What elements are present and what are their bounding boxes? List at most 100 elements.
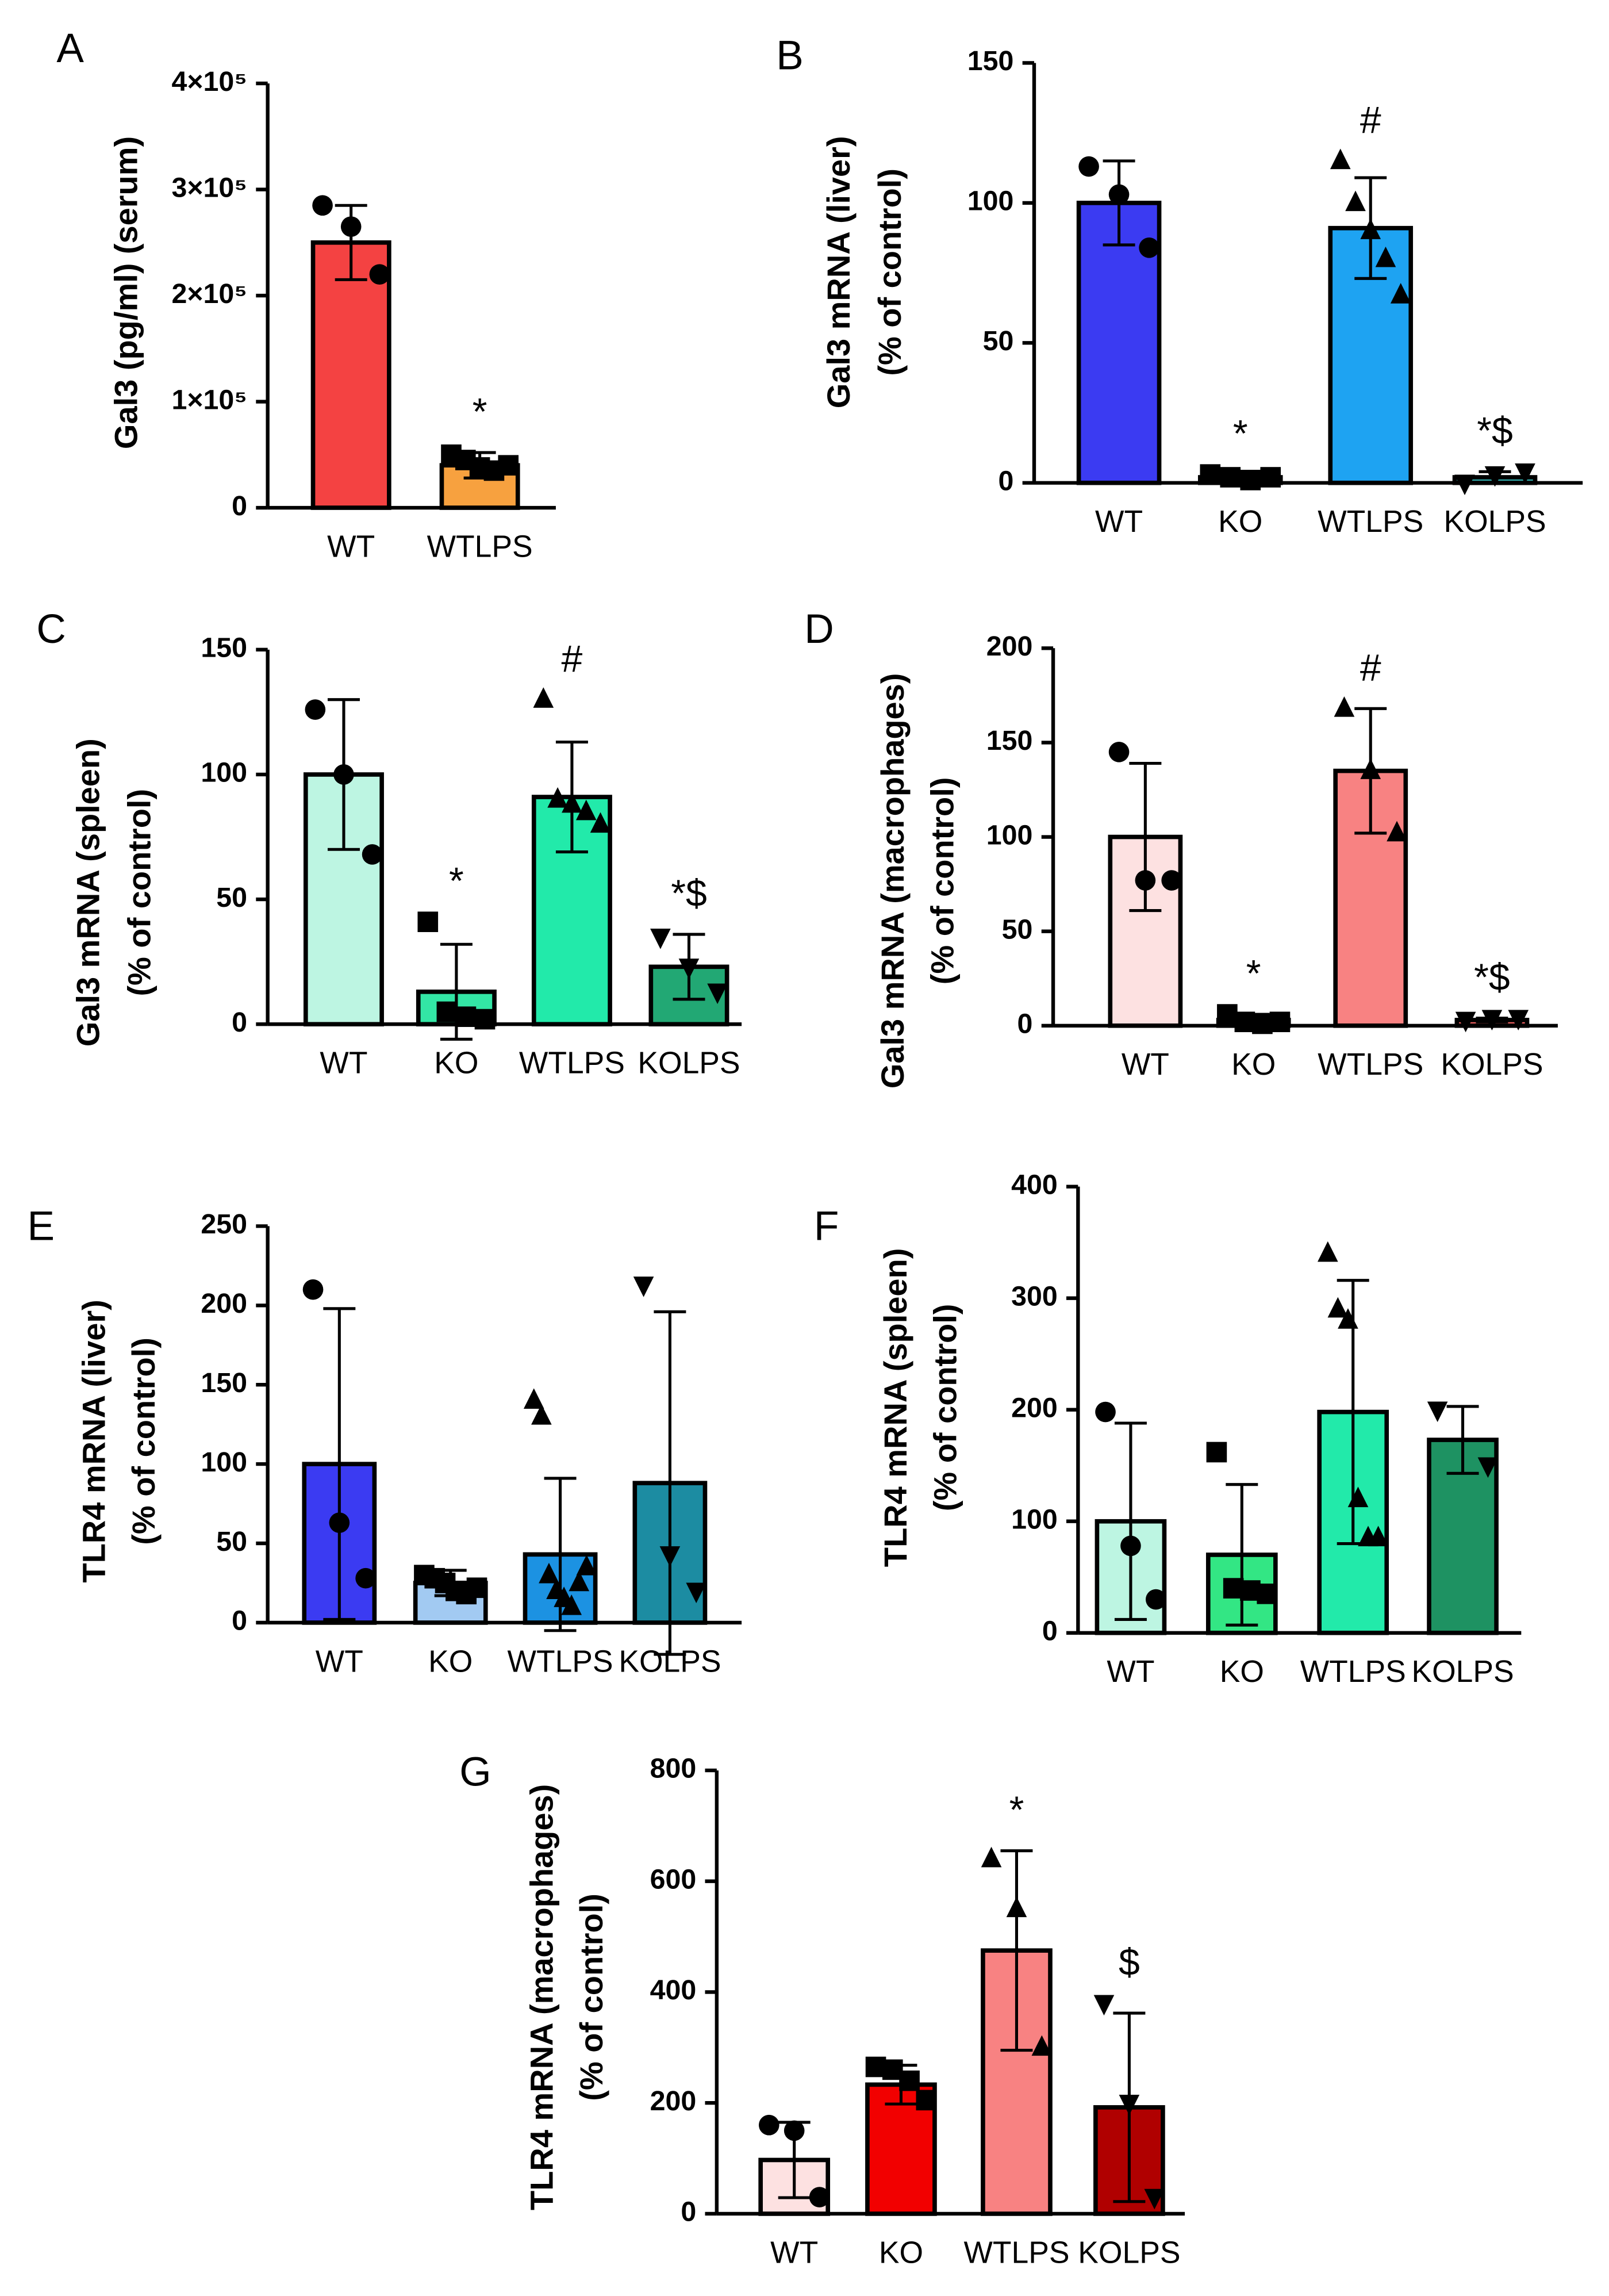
data-point xyxy=(1206,1442,1227,1463)
data-point xyxy=(1345,190,1366,212)
data-point xyxy=(1454,474,1475,496)
data-point xyxy=(362,844,383,865)
x-tick-label: KO xyxy=(428,1645,473,1678)
x-tick-label: KOLPS xyxy=(1443,505,1546,539)
data-point xyxy=(1139,237,1159,258)
y-tick-label: 100 xyxy=(986,819,1033,850)
data-point xyxy=(1161,870,1182,891)
x-tick-label: WTLPS xyxy=(1300,1655,1406,1689)
data-point xyxy=(1360,219,1381,239)
x-tick-label: WTLPS xyxy=(1318,505,1423,539)
data-point xyxy=(590,812,611,833)
x-tick-label: WT xyxy=(327,530,375,564)
data-point xyxy=(1217,1004,1238,1025)
panel: G TLR4 mRNA (macrophages) (% of control) 0 2… xyxy=(459,1749,1185,2270)
data-point xyxy=(1120,1535,1141,1557)
data-point xyxy=(340,216,362,237)
y-tick-label: 600 xyxy=(650,1864,697,1895)
panel: B Gal3 mRNA (liver) (% of control) 0 50 100 15… xyxy=(776,33,1583,539)
data-point xyxy=(899,2070,920,2091)
error-bar xyxy=(323,1307,356,1621)
data-point xyxy=(1108,184,1130,205)
data-point xyxy=(1234,1011,1255,1033)
y-axis-label: (% of control) xyxy=(871,168,908,376)
data-point xyxy=(562,792,582,813)
y-axis-label: TLR4 mRNA (liver) xyxy=(76,1300,112,1582)
x-tick-label: WTLPS xyxy=(963,2236,1069,2270)
data-point xyxy=(576,1555,597,1576)
data-point xyxy=(1484,466,1506,487)
x-tick-label: WTLPS xyxy=(508,1645,613,1678)
data-point xyxy=(659,1546,681,1567)
panel-letter: B xyxy=(776,33,804,79)
y-tick-label: 100 xyxy=(967,186,1014,217)
error-bar xyxy=(1114,1421,1147,1622)
data-point xyxy=(312,195,333,216)
y-tick-label: 150 xyxy=(201,1367,247,1398)
y-tick-label: 0 xyxy=(681,2197,696,2228)
data-point xyxy=(1387,821,1407,842)
data-point xyxy=(1455,1011,1476,1033)
data-point xyxy=(1334,696,1355,717)
x-tick-label: KO xyxy=(879,2236,923,2270)
data-point xyxy=(678,959,700,979)
x-tick-label: WT xyxy=(1095,505,1143,539)
annotation: # xyxy=(1360,647,1381,689)
data-point xyxy=(539,1562,559,1584)
annotation: *$ xyxy=(1474,956,1510,999)
y-tick-label: 200 xyxy=(201,1288,247,1319)
data-point xyxy=(547,787,568,808)
data-point xyxy=(1347,1486,1369,1508)
y-tick-label: 200 xyxy=(986,631,1033,662)
data-point xyxy=(1135,870,1156,891)
data-point xyxy=(1390,283,1411,304)
data-point xyxy=(1477,1457,1499,1478)
data-point xyxy=(1515,463,1535,484)
y-tick-label: 2×10⁵ xyxy=(171,278,247,309)
data-point xyxy=(523,1388,544,1409)
x-tick-label: KO xyxy=(434,1047,478,1080)
data-point xyxy=(1360,758,1381,779)
x-tick-label: WT xyxy=(316,1645,363,1678)
y-axis-label: Gal3 (pg/ml) (serum) xyxy=(108,136,144,449)
annotation: *$ xyxy=(1477,410,1513,453)
data-point xyxy=(1330,148,1351,170)
annotation: $ xyxy=(1119,1941,1140,1984)
y-axis-label: TLR4 mRNA (spleen) xyxy=(877,1248,913,1567)
data-point xyxy=(981,1846,1002,1868)
y-axis-label: TLR4 mRNA (macrophages) xyxy=(523,1784,559,2210)
bar xyxy=(310,240,391,510)
x-tick-label: WTLPS xyxy=(519,1047,625,1080)
y-tick-label: 50 xyxy=(216,1526,247,1557)
annotation: # xyxy=(1360,99,1381,141)
y-tick-label: 400 xyxy=(1011,1169,1058,1200)
panel-letter: A xyxy=(56,26,84,71)
y-tick-label: 200 xyxy=(650,2086,697,2117)
data-point xyxy=(355,1567,376,1589)
data-point xyxy=(1240,470,1261,490)
data-point xyxy=(1427,1401,1448,1423)
y-tick-label: 0 xyxy=(232,490,247,522)
annotation: * xyxy=(1233,412,1248,455)
y-tick-label: 1×10⁵ xyxy=(171,384,247,415)
data-point xyxy=(650,928,671,949)
y-axis-label: (% of control) xyxy=(121,789,158,996)
data-point xyxy=(466,1577,487,1599)
data-point xyxy=(1317,1241,1338,1262)
data-point xyxy=(1375,246,1396,267)
annotation: * xyxy=(1009,1789,1024,1831)
x-tick-label: WT xyxy=(770,2236,818,2270)
data-point xyxy=(1481,1010,1503,1031)
panel: D Gal3 mRNA (macrophages) (% of control) 0 5… xyxy=(804,607,1558,1088)
y-tick-label: 300 xyxy=(1011,1281,1058,1312)
annotation: # xyxy=(562,638,583,680)
panel-letter: D xyxy=(804,607,834,652)
panel: C Gal3 mRNA (spleen) (% of control) 0 50 100 1… xyxy=(36,607,742,1080)
data-point xyxy=(369,264,390,285)
data-point xyxy=(1338,1308,1358,1329)
data-point xyxy=(561,1594,582,1615)
error-bar xyxy=(654,1310,686,1656)
x-tick-label: KOLPS xyxy=(1411,1655,1514,1689)
panel: E TLR4 mRNA (liver) (% of control) 0 50 100 15… xyxy=(27,1203,742,1678)
data-point xyxy=(1252,1013,1273,1034)
